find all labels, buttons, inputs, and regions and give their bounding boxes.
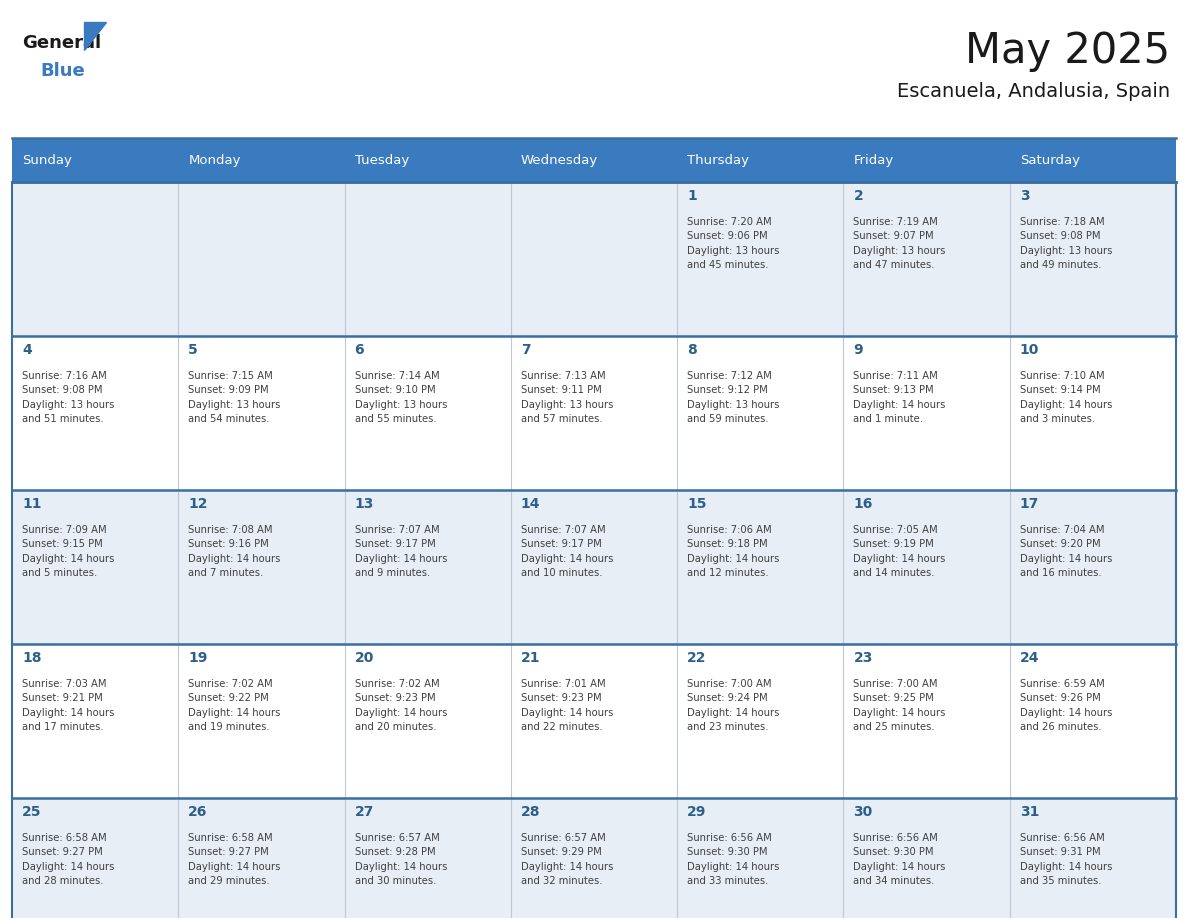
Text: 19: 19 xyxy=(188,651,208,665)
Text: Saturday: Saturday xyxy=(1019,153,1080,166)
Bar xyxy=(12,336,1176,490)
Bar xyxy=(178,138,345,182)
Text: 12: 12 xyxy=(188,497,208,511)
Text: 10: 10 xyxy=(1019,343,1040,357)
Text: Escanuela, Andalusia, Spain: Escanuela, Andalusia, Spain xyxy=(897,82,1170,101)
Text: Sunrise: 6:58 AM
Sunset: 9:27 PM
Daylight: 14 hours
and 28 minutes.: Sunrise: 6:58 AM Sunset: 9:27 PM Dayligh… xyxy=(23,833,114,886)
Bar xyxy=(12,798,1176,918)
Text: Monday: Monday xyxy=(188,153,241,166)
Text: Tuesday: Tuesday xyxy=(354,153,409,166)
Text: Sunrise: 7:07 AM
Sunset: 9:17 PM
Daylight: 14 hours
and 10 minutes.: Sunrise: 7:07 AM Sunset: 9:17 PM Dayligh… xyxy=(520,525,613,578)
Text: Sunrise: 7:10 AM
Sunset: 9:14 PM
Daylight: 14 hours
and 3 minutes.: Sunrise: 7:10 AM Sunset: 9:14 PM Dayligh… xyxy=(1019,371,1112,424)
Text: Blue: Blue xyxy=(40,62,84,80)
Text: Sunrise: 7:00 AM
Sunset: 9:24 PM
Daylight: 14 hours
and 23 minutes.: Sunrise: 7:00 AM Sunset: 9:24 PM Dayligh… xyxy=(687,679,779,733)
Text: 22: 22 xyxy=(687,651,707,665)
Polygon shape xyxy=(84,22,106,50)
Text: 28: 28 xyxy=(520,805,541,819)
Text: 8: 8 xyxy=(687,343,697,357)
Bar xyxy=(1010,138,1176,182)
Text: 20: 20 xyxy=(354,651,374,665)
Text: 15: 15 xyxy=(687,497,707,511)
Text: 25: 25 xyxy=(23,805,42,819)
Text: Sunrise: 7:12 AM
Sunset: 9:12 PM
Daylight: 13 hours
and 59 minutes.: Sunrise: 7:12 AM Sunset: 9:12 PM Dayligh… xyxy=(687,371,779,424)
Text: 27: 27 xyxy=(354,805,374,819)
Text: Sunrise: 6:57 AM
Sunset: 9:29 PM
Daylight: 14 hours
and 32 minutes.: Sunrise: 6:57 AM Sunset: 9:29 PM Dayligh… xyxy=(520,833,613,886)
Text: May 2025: May 2025 xyxy=(965,30,1170,72)
Text: 31: 31 xyxy=(1019,805,1040,819)
Text: Thursday: Thursday xyxy=(687,153,750,166)
Text: Sunrise: 7:05 AM
Sunset: 9:19 PM
Daylight: 14 hours
and 14 minutes.: Sunrise: 7:05 AM Sunset: 9:19 PM Dayligh… xyxy=(853,525,946,578)
Text: 30: 30 xyxy=(853,805,873,819)
Text: Sunrise: 7:04 AM
Sunset: 9:20 PM
Daylight: 14 hours
and 16 minutes.: Sunrise: 7:04 AM Sunset: 9:20 PM Dayligh… xyxy=(1019,525,1112,578)
Text: 11: 11 xyxy=(23,497,42,511)
Text: 23: 23 xyxy=(853,651,873,665)
Text: Sunrise: 7:02 AM
Sunset: 9:22 PM
Daylight: 14 hours
and 19 minutes.: Sunrise: 7:02 AM Sunset: 9:22 PM Dayligh… xyxy=(188,679,280,733)
Text: Sunrise: 7:15 AM
Sunset: 9:09 PM
Daylight: 13 hours
and 54 minutes.: Sunrise: 7:15 AM Sunset: 9:09 PM Dayligh… xyxy=(188,371,280,424)
Text: Sunrise: 7:01 AM
Sunset: 9:23 PM
Daylight: 14 hours
and 22 minutes.: Sunrise: 7:01 AM Sunset: 9:23 PM Dayligh… xyxy=(520,679,613,733)
Text: 26: 26 xyxy=(188,805,208,819)
Text: 4: 4 xyxy=(23,343,32,357)
Bar xyxy=(12,490,1176,644)
Text: Sunrise: 6:56 AM
Sunset: 9:30 PM
Daylight: 14 hours
and 34 minutes.: Sunrise: 6:56 AM Sunset: 9:30 PM Dayligh… xyxy=(853,833,946,886)
Text: Sunday: Sunday xyxy=(23,153,72,166)
Bar xyxy=(345,138,511,182)
Bar xyxy=(677,138,843,182)
Text: Sunrise: 7:03 AM
Sunset: 9:21 PM
Daylight: 14 hours
and 17 minutes.: Sunrise: 7:03 AM Sunset: 9:21 PM Dayligh… xyxy=(23,679,114,733)
Text: Wednesday: Wednesday xyxy=(520,153,598,166)
Text: 18: 18 xyxy=(23,651,42,665)
Text: General: General xyxy=(23,34,101,52)
Text: Sunrise: 6:58 AM
Sunset: 9:27 PM
Daylight: 14 hours
and 29 minutes.: Sunrise: 6:58 AM Sunset: 9:27 PM Dayligh… xyxy=(188,833,280,886)
Text: 13: 13 xyxy=(354,497,374,511)
Text: 6: 6 xyxy=(354,343,365,357)
Text: Sunrise: 7:00 AM
Sunset: 9:25 PM
Daylight: 14 hours
and 25 minutes.: Sunrise: 7:00 AM Sunset: 9:25 PM Dayligh… xyxy=(853,679,946,733)
Text: Sunrise: 7:13 AM
Sunset: 9:11 PM
Daylight: 13 hours
and 57 minutes.: Sunrise: 7:13 AM Sunset: 9:11 PM Dayligh… xyxy=(520,371,613,424)
Text: Sunrise: 7:14 AM
Sunset: 9:10 PM
Daylight: 13 hours
and 55 minutes.: Sunrise: 7:14 AM Sunset: 9:10 PM Dayligh… xyxy=(354,371,447,424)
Text: 14: 14 xyxy=(520,497,541,511)
Text: Sunrise: 7:06 AM
Sunset: 9:18 PM
Daylight: 14 hours
and 12 minutes.: Sunrise: 7:06 AM Sunset: 9:18 PM Dayligh… xyxy=(687,525,779,578)
Text: 1: 1 xyxy=(687,189,697,203)
Text: Sunrise: 7:18 AM
Sunset: 9:08 PM
Daylight: 13 hours
and 49 minutes.: Sunrise: 7:18 AM Sunset: 9:08 PM Dayligh… xyxy=(1019,217,1112,270)
Bar xyxy=(12,138,178,182)
Text: 2: 2 xyxy=(853,189,864,203)
Text: Sunrise: 7:16 AM
Sunset: 9:08 PM
Daylight: 13 hours
and 51 minutes.: Sunrise: 7:16 AM Sunset: 9:08 PM Dayligh… xyxy=(23,371,114,424)
Text: 5: 5 xyxy=(188,343,198,357)
Text: Sunrise: 7:11 AM
Sunset: 9:13 PM
Daylight: 14 hours
and 1 minute.: Sunrise: 7:11 AM Sunset: 9:13 PM Dayligh… xyxy=(853,371,946,424)
Text: 29: 29 xyxy=(687,805,707,819)
Text: 16: 16 xyxy=(853,497,873,511)
Text: Sunrise: 7:09 AM
Sunset: 9:15 PM
Daylight: 14 hours
and 5 minutes.: Sunrise: 7:09 AM Sunset: 9:15 PM Dayligh… xyxy=(23,525,114,578)
Text: Sunrise: 7:19 AM
Sunset: 9:07 PM
Daylight: 13 hours
and 47 minutes.: Sunrise: 7:19 AM Sunset: 9:07 PM Dayligh… xyxy=(853,217,946,270)
Text: Sunrise: 7:02 AM
Sunset: 9:23 PM
Daylight: 14 hours
and 20 minutes.: Sunrise: 7:02 AM Sunset: 9:23 PM Dayligh… xyxy=(354,679,447,733)
Text: Sunrise: 6:59 AM
Sunset: 9:26 PM
Daylight: 14 hours
and 26 minutes.: Sunrise: 6:59 AM Sunset: 9:26 PM Dayligh… xyxy=(1019,679,1112,733)
Bar xyxy=(12,644,1176,798)
Text: Sunrise: 7:08 AM
Sunset: 9:16 PM
Daylight: 14 hours
and 7 minutes.: Sunrise: 7:08 AM Sunset: 9:16 PM Dayligh… xyxy=(188,525,280,578)
Text: Sunrise: 6:57 AM
Sunset: 9:28 PM
Daylight: 14 hours
and 30 minutes.: Sunrise: 6:57 AM Sunset: 9:28 PM Dayligh… xyxy=(354,833,447,886)
Text: Sunrise: 6:56 AM
Sunset: 9:30 PM
Daylight: 14 hours
and 33 minutes.: Sunrise: 6:56 AM Sunset: 9:30 PM Dayligh… xyxy=(687,833,779,886)
Text: 7: 7 xyxy=(520,343,531,357)
Text: Sunrise: 7:07 AM
Sunset: 9:17 PM
Daylight: 14 hours
and 9 minutes.: Sunrise: 7:07 AM Sunset: 9:17 PM Dayligh… xyxy=(354,525,447,578)
Text: 24: 24 xyxy=(1019,651,1040,665)
Text: 17: 17 xyxy=(1019,497,1040,511)
Bar xyxy=(843,138,1010,182)
Text: Sunrise: 7:20 AM
Sunset: 9:06 PM
Daylight: 13 hours
and 45 minutes.: Sunrise: 7:20 AM Sunset: 9:06 PM Dayligh… xyxy=(687,217,779,270)
Text: 9: 9 xyxy=(853,343,862,357)
Text: Sunrise: 6:56 AM
Sunset: 9:31 PM
Daylight: 14 hours
and 35 minutes.: Sunrise: 6:56 AM Sunset: 9:31 PM Dayligh… xyxy=(1019,833,1112,886)
Text: 3: 3 xyxy=(1019,189,1029,203)
Text: Friday: Friday xyxy=(853,153,893,166)
Text: 21: 21 xyxy=(520,651,541,665)
Bar xyxy=(511,138,677,182)
Bar xyxy=(12,182,1176,336)
